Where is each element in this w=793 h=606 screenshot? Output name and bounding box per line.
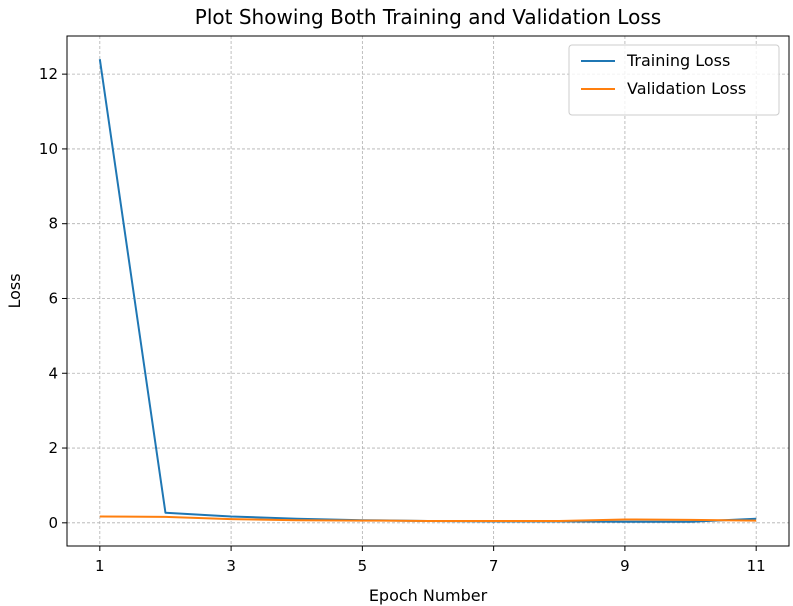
x-tick-label: 3 — [226, 557, 236, 575]
y-tick-label: 6 — [48, 289, 58, 307]
series-line-validation-loss — [99, 515, 757, 522]
x-tick-label: 1 — [95, 557, 105, 575]
legend-label: Training Loss — [626, 51, 730, 70]
y-tick-label: 10 — [39, 140, 58, 158]
series-lines — [98, 59, 757, 523]
x-axis-label: Epoch Number — [369, 586, 488, 605]
y-tick-label: 2 — [48, 439, 58, 457]
x-tick-label: 5 — [358, 557, 368, 575]
x-tick-label: 7 — [489, 557, 499, 575]
legend-box — [568, 44, 780, 116]
y-tick-label: 0 — [48, 514, 58, 532]
grid — [67, 36, 789, 546]
x-tick-label: 9 — [620, 557, 630, 575]
x-tick-label: 11 — [747, 557, 766, 575]
y-axis-ticks: 0 2 4 6 8 10 12 — [39, 65, 67, 532]
plot-area-frame — [66, 35, 790, 547]
x-axis-ticks: 1 3 5 7 9 11 — [95, 546, 766, 575]
y-tick-label: 8 — [48, 215, 58, 233]
legend: Training Loss Validation Loss — [568, 44, 780, 116]
chart-title: Plot Showing Both Training and Validatio… — [195, 5, 661, 29]
y-axis-label: Loss — [5, 273, 24, 308]
legend-label: Validation Loss — [627, 79, 746, 98]
y-tick-label: 4 — [48, 364, 58, 382]
y-tick-label: 12 — [39, 65, 58, 83]
